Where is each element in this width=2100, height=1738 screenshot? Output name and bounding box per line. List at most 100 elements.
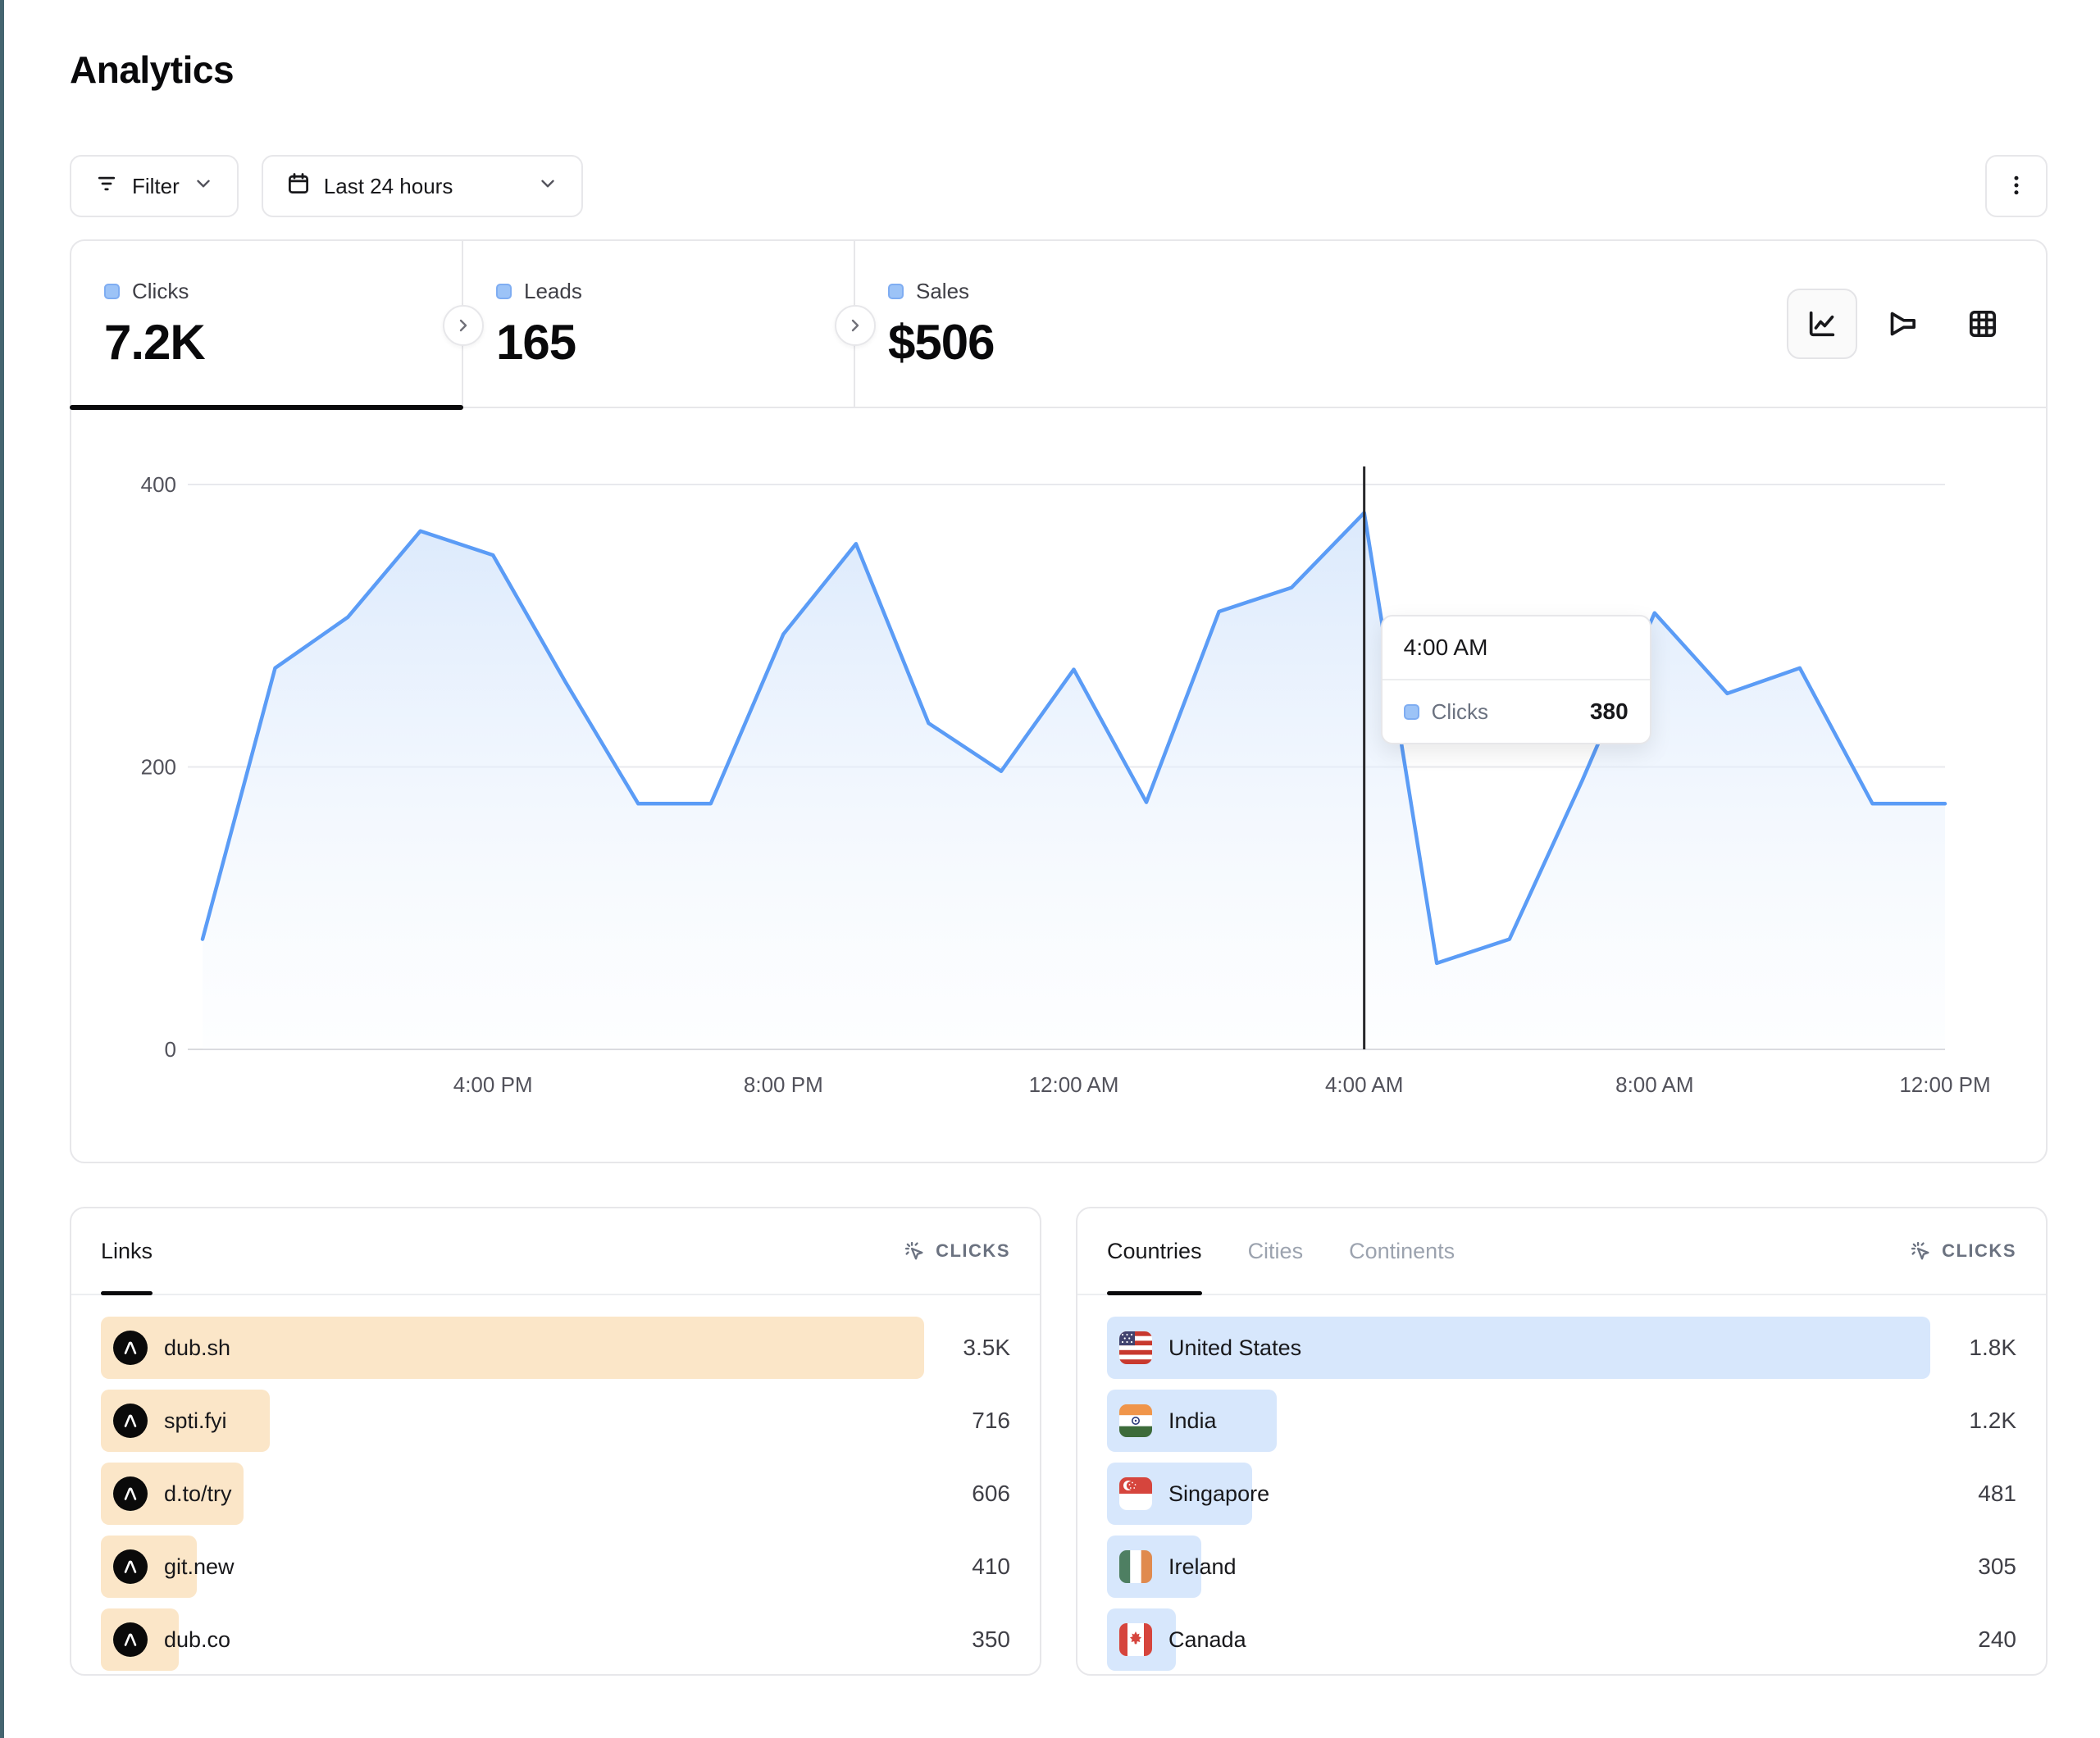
link-row[interactable]: dub.sh 3.5K — [101, 1317, 1010, 1379]
tooltip-value: 380 — [1589, 698, 1629, 724]
stat-label: Sales — [916, 279, 970, 303]
tab-countries[interactable]: Countries — [1107, 1208, 1202, 1295]
cursor-click-icon — [1911, 1241, 1929, 1260]
link-row[interactable]: git.new 410 — [101, 1536, 1010, 1598]
link-row[interactable]: dub.co 350 — [101, 1608, 1010, 1671]
filter-button[interactable]: Filter — [70, 155, 239, 217]
tab-links[interactable]: Links — [101, 1208, 153, 1295]
link-row[interactable]: d.to/try 606 — [101, 1463, 1010, 1525]
stat-tab-sales[interactable]: Sales $506 — [855, 241, 1247, 407]
kebab-menu-icon — [2004, 173, 2029, 200]
links-metric-selector[interactable]: CLICKS — [903, 1240, 1010, 1263]
country-row[interactable]: United States 1.8K — [1107, 1317, 2016, 1379]
filter-button-label: Filter — [132, 173, 180, 198]
date-range-button[interactable]: Last 24 hours — [261, 155, 583, 217]
svg-text:400: 400 — [141, 472, 176, 497]
funnel-view-button[interactable] — [1867, 289, 1938, 359]
link-label: dub.sh — [164, 1335, 231, 1360]
link-label: dub.co — [164, 1627, 231, 1652]
svg-text:8:00 AM: 8:00 AM — [1615, 1072, 1693, 1097]
countries-list: United States 1.8K India 1.2K — [1077, 1295, 2046, 1674]
link-label: git.new — [164, 1554, 235, 1579]
area-chart-canvas: 0 200 400 4:00 PM 8:00 PM 12:00 AM 4:00 AM 8:00… — [141, 466, 1991, 1097]
dub-logo-icon — [113, 1331, 148, 1365]
svg-text:4:00 PM: 4:00 PM — [453, 1072, 533, 1097]
sales-legend-swatch — [888, 284, 904, 299]
svg-text:0: 0 — [165, 1037, 176, 1062]
dub-logo-icon — [113, 1549, 148, 1584]
page-title: Analytics — [70, 48, 235, 91]
india-flag-icon — [1119, 1404, 1152, 1437]
expand-clicks-button[interactable] — [443, 305, 484, 346]
grid-icon — [1970, 311, 1996, 337]
country-clicks-value: 1.8K — [1969, 1335, 2016, 1360]
svg-text:200: 200 — [141, 755, 176, 780]
active-tab-underline — [70, 405, 463, 410]
link-label: d.to/try — [164, 1481, 232, 1506]
dub-logo-icon — [113, 1404, 148, 1438]
expand-leads-button[interactable] — [835, 305, 876, 346]
link-row[interactable]: spti.fyi 716 — [101, 1390, 1010, 1452]
line-chart-view-button[interactable] — [1787, 289, 1857, 359]
clicks-timeseries-chart[interactable]: 0 200 400 4:00 PM 8:00 PM 12:00 AM 4:00 AM 8:00… — [71, 408, 2046, 1162]
country-row[interactable]: India 1.2K — [1107, 1390, 2016, 1452]
dub-logo-icon — [113, 1476, 148, 1511]
country-row[interactable]: Ireland 305 — [1107, 1536, 2016, 1598]
analytics-page: Analytics Filter Last 24 hours — [4, 0, 2100, 1738]
link-clicks-value: 716 — [972, 1408, 1010, 1433]
country-label: United States — [1168, 1335, 1302, 1360]
tooltip-series-label: Clicks — [1431, 698, 1488, 724]
link-clicks-value: 410 — [972, 1554, 1010, 1579]
country-clicks-value: 1.2K — [1969, 1408, 2016, 1433]
svg-text:4:00 AM: 4:00 AM — [1325, 1072, 1403, 1097]
canada-flag-icon — [1119, 1623, 1152, 1656]
chart-tooltip: 4:00 AM Clicks 380 — [1380, 615, 1651, 744]
tooltip-legend-swatch — [1403, 703, 1419, 720]
links-panel-header: Links CLICKS — [71, 1208, 1040, 1295]
chevron-down-icon — [193, 173, 214, 200]
svg-text:12:00 PM: 12:00 PM — [1899, 1072, 1990, 1097]
links-list: dub.sh 3.5K spti.fyi 716 — [71, 1295, 1040, 1674]
stat-tab-clicks[interactable]: Clicks 7.2K — [70, 241, 463, 410]
chevron-right-icon — [851, 319, 859, 332]
clicks-legend-swatch — [104, 284, 120, 299]
ireland-flag-icon — [1119, 1550, 1152, 1583]
country-clicks-value: 305 — [1978, 1554, 2016, 1579]
svg-text:12:00 AM: 12:00 AM — [1029, 1072, 1119, 1097]
country-label: Canada — [1168, 1627, 1246, 1652]
links-panel: Links CLICKS dub.sh 3.5K — [70, 1207, 1041, 1676]
funnel-icon — [1890, 312, 1916, 336]
leads-legend-swatch — [496, 284, 512, 299]
dub-logo-icon — [113, 1622, 148, 1657]
chevron-down-icon — [537, 173, 558, 200]
country-row[interactable]: Canada 240 — [1107, 1608, 2016, 1671]
stat-value: 7.2K — [104, 315, 206, 370]
left-edge-strip — [0, 0, 4, 1738]
country-label: Singapore — [1168, 1481, 1270, 1506]
tab-cities[interactable]: Cities — [1247, 1238, 1304, 1263]
more-options-button[interactable] — [1985, 155, 2048, 217]
stat-tab-leads[interactable]: Leads 165 — [463, 241, 855, 407]
chart-view-toggle — [1787, 289, 2018, 359]
table-view-button[interactable] — [1947, 289, 2018, 359]
date-range-label: Last 24 hours — [323, 173, 453, 198]
stat-value: $506 — [888, 315, 995, 370]
toolbar: Filter Last 24 hours — [70, 155, 2048, 217]
chevron-right-icon — [459, 319, 467, 332]
geo-metric-selector[interactable]: CLICKS — [1909, 1240, 2016, 1263]
geo-panel: Countries Cities Continents CLICKS Unite… — [1076, 1207, 2048, 1676]
link-clicks-value: 606 — [972, 1481, 1010, 1506]
geo-panel-header: Countries Cities Continents CLICKS — [1077, 1208, 2046, 1295]
stat-label: Leads — [524, 279, 582, 303]
tab-continents[interactable]: Continents — [1349, 1238, 1455, 1263]
metric-label: CLICKS — [1942, 1240, 2016, 1261]
cursor-click-icon — [905, 1241, 923, 1260]
us-flag-icon — [1119, 1331, 1152, 1364]
country-label: Ireland — [1168, 1554, 1237, 1579]
calendar-icon — [286, 171, 311, 202]
line-chart-icon — [1809, 311, 1835, 337]
stat-value: 165 — [496, 315, 576, 370]
tooltip-time: 4:00 AM — [1382, 616, 1650, 680]
link-label: spti.fyi — [164, 1408, 227, 1433]
country-row[interactable]: Singapore 481 — [1107, 1463, 2016, 1525]
